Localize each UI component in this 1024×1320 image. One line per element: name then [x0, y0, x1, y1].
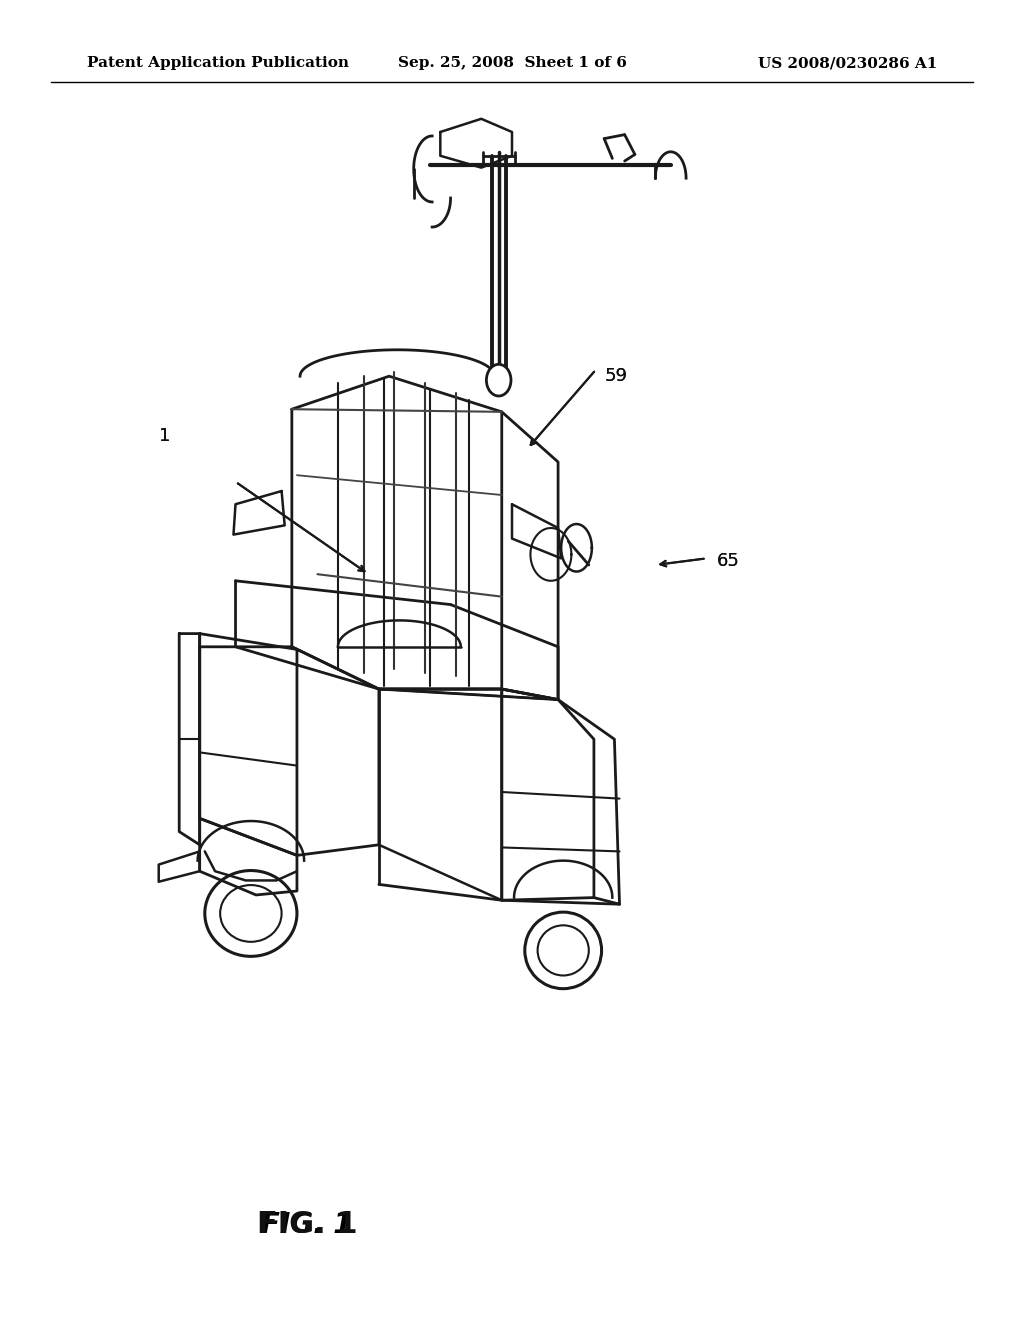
Text: Patent Application Publication: Patent Application Publication [87, 57, 349, 70]
Text: 65: 65 [717, 552, 739, 570]
Text: 65: 65 [717, 552, 739, 570]
Text: 1: 1 [159, 426, 170, 445]
Text: 59: 59 [604, 367, 627, 385]
Text: 59: 59 [604, 367, 627, 385]
Text: 1: 1 [159, 426, 170, 445]
Text: FIG. 1: FIG. 1 [257, 1210, 357, 1239]
Text: FIG. 1: FIG. 1 [261, 1210, 353, 1239]
Circle shape [486, 364, 511, 396]
Text: Sep. 25, 2008  Sheet 1 of 6: Sep. 25, 2008 Sheet 1 of 6 [397, 57, 627, 70]
Text: US 2008/0230286 A1: US 2008/0230286 A1 [758, 57, 937, 70]
